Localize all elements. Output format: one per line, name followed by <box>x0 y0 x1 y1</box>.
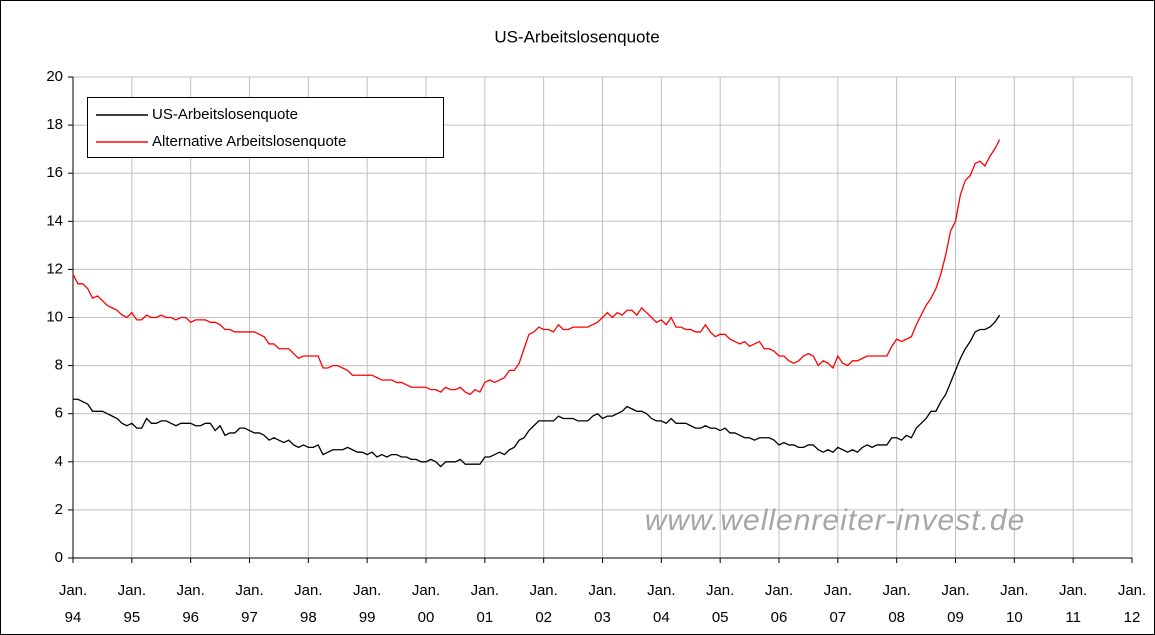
y-tick-label: 8 <box>55 357 63 374</box>
data-line <box>73 314 1001 468</box>
legend-box <box>87 97 444 158</box>
legend-label: Alternative Arbeitslosenquote <box>152 133 346 150</box>
y-tick-label: 0 <box>55 549 63 566</box>
x-tick-label: Jan. 06 <box>764 582 794 626</box>
x-tick-label: Jan. 95 <box>117 582 146 626</box>
x-tick-label: Jan. 98 <box>294 582 323 626</box>
y-tick-label: 18 <box>46 116 63 133</box>
data-line <box>72 139 1001 396</box>
x-tick-label: Jan. 96 <box>176 582 205 626</box>
x-tick-label: Jan. 11 <box>1058 582 1088 626</box>
x-tick-label: Jan. 05 <box>705 582 735 626</box>
x-tick-label: Jan. 99 <box>352 582 382 626</box>
x-tick-label: Jan. 00 <box>411 582 441 626</box>
y-tick-label: 20 <box>46 68 63 85</box>
legend-label: US-Arbeitslosenquote <box>152 106 298 123</box>
x-tick-label: Jan. 94 <box>58 582 88 626</box>
watermark: www.wellenreiter-invest.de <box>645 504 1026 537</box>
x-tick-label: Jan. 04 <box>647 582 676 626</box>
y-tick-label: 16 <box>46 164 63 181</box>
x-tick-label: Jan. 10 <box>1000 582 1029 626</box>
y-tick-label: 4 <box>55 453 63 470</box>
chart-title: US-Arbeitslosenquote <box>494 27 659 46</box>
x-tick-label: Jan. 03 <box>588 582 617 626</box>
y-tick-label: 2 <box>55 501 63 518</box>
y-tick-label: 6 <box>55 405 63 422</box>
y-tick-label: 14 <box>46 212 63 229</box>
x-tick-label: Jan. 01 <box>470 582 499 626</box>
x-tick-label: Jan. 08 <box>882 582 911 626</box>
x-tick-label: Jan. 12 <box>1117 582 1147 626</box>
y-tick-label: 10 <box>46 308 63 325</box>
y-tick-label: 12 <box>46 260 63 277</box>
x-tick-label: Jan. 07 <box>823 582 852 626</box>
x-tick-label: Jan. 09 <box>941 582 970 626</box>
x-tick-label: Jan. 97 <box>235 582 264 626</box>
x-tick-label: Jan. 02 <box>529 582 558 626</box>
